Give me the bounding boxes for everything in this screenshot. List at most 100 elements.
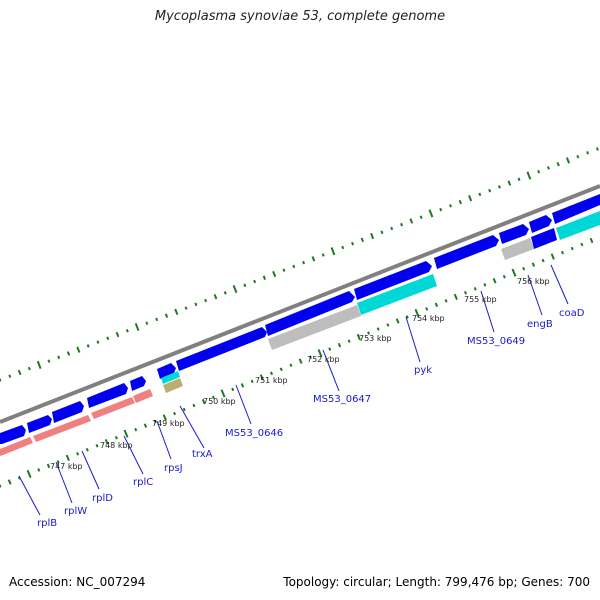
tick-mark [473, 287, 477, 291]
tick-mark [556, 161, 560, 167]
tick-mark [0, 484, 2, 488]
tick-mark [409, 218, 414, 224]
tick-mark [468, 195, 473, 202]
tick-mark [526, 171, 532, 180]
gene-label: pyk [414, 365, 432, 376]
tick-mark [106, 336, 110, 341]
forward-strand-track [0, 194, 600, 444]
tick-mark [240, 383, 245, 388]
tick-mark [337, 342, 342, 348]
forward-gene-arrows [0, 194, 600, 444]
gene-arrow [434, 235, 499, 269]
tick-mark [546, 166, 550, 170]
tick-mark [570, 246, 574, 251]
gene-arrow [265, 291, 355, 336]
tick-mark [367, 331, 371, 335]
gene-arrow [552, 194, 600, 224]
tick-mark [86, 344, 90, 348]
tick-mark [576, 154, 580, 159]
tick-mark [478, 192, 482, 197]
tick-mark [586, 151, 590, 155]
gene-arrow [52, 401, 84, 423]
gene-arrow [0, 425, 26, 444]
gene-label: engB [527, 319, 553, 330]
tick-mark [386, 323, 390, 327]
tick-mark [145, 321, 149, 325]
gene-block [268, 305, 361, 350]
gene-label: MS53_0647 [313, 394, 371, 405]
tick-mark [46, 463, 51, 469]
tick-mark [492, 278, 497, 284]
tick-mark [376, 327, 380, 331]
tick-mark [192, 403, 196, 408]
tick-mark [26, 469, 32, 478]
tick-mark [565, 157, 571, 164]
tick-mark [96, 340, 100, 344]
tick-mark [153, 419, 157, 424]
gene-label: rplB [37, 518, 57, 529]
tick-mark [405, 315, 409, 319]
tick-mark [419, 215, 423, 219]
tick-mark [360, 237, 365, 243]
kbp-label: 754 kbp [412, 314, 445, 323]
tick-mark [537, 169, 541, 174]
tick-mark [125, 329, 129, 333]
tick-mark [311, 256, 316, 262]
gene-label: rpsJ [164, 463, 183, 474]
tick-mark [143, 423, 148, 428]
gene-label: coaD [559, 308, 585, 319]
tick-mark [162, 414, 167, 421]
gene-arrow [130, 376, 146, 391]
tick-mark [289, 363, 293, 367]
tick-mark [65, 454, 70, 461]
tick-mark [95, 443, 99, 448]
gene-block [0, 437, 33, 456]
leader-line [81, 450, 100, 490]
tick-mark [560, 250, 565, 255]
tick-mark [270, 371, 274, 376]
tick-mark [282, 268, 286, 272]
tick-mark [76, 346, 81, 353]
gene-name-labels: rplB rplW rplD rplC rpsJ trxA MS53_0646 … [37, 308, 585, 529]
tick-mark [213, 294, 218, 300]
tick-mark [449, 204, 452, 208]
tick-mark [250, 379, 254, 384]
tick-mark [211, 395, 215, 400]
tick-mark [444, 299, 448, 303]
tick-mark [272, 270, 277, 278]
topology-label: Topology: circular; Length: 799,476 bp; … [283, 575, 590, 589]
tick-mark [220, 389, 226, 398]
leader-line [322, 349, 340, 392]
kbp-label: 753 kbp [359, 334, 392, 343]
tick-mark [292, 264, 296, 269]
tick-mark [328, 347, 332, 351]
tick-mark [330, 247, 336, 256]
kbp-label: 749 kbp [152, 419, 185, 428]
gene-label-leaders [18, 264, 569, 516]
tick-mark [85, 448, 89, 452]
gene-arrow [354, 261, 432, 300]
tick-mark [279, 367, 283, 372]
gene-arrow [157, 363, 176, 379]
leader-line [123, 435, 144, 475]
tick-mark [204, 298, 208, 303]
leader-line [550, 264, 569, 305]
leader-line [156, 420, 172, 460]
tick-mark [453, 293, 458, 300]
hypothetical-gene-blocks [268, 238, 534, 350]
tick-mark [201, 398, 206, 405]
tick-mark [507, 180, 512, 186]
tick-mark [232, 285, 238, 294]
tick-mark [390, 226, 394, 231]
tick-mark [414, 308, 420, 317]
gene-arrow [27, 415, 52, 433]
trna-block [163, 378, 183, 393]
tick-mark [123, 429, 129, 438]
tick-mark [517, 177, 521, 182]
tick-mark [347, 339, 351, 343]
tick-mark [155, 317, 159, 322]
tick-mark [76, 452, 80, 456]
gene-arrow [176, 327, 267, 371]
tick-mark [104, 439, 109, 445]
gene-label: rplD [92, 493, 113, 504]
